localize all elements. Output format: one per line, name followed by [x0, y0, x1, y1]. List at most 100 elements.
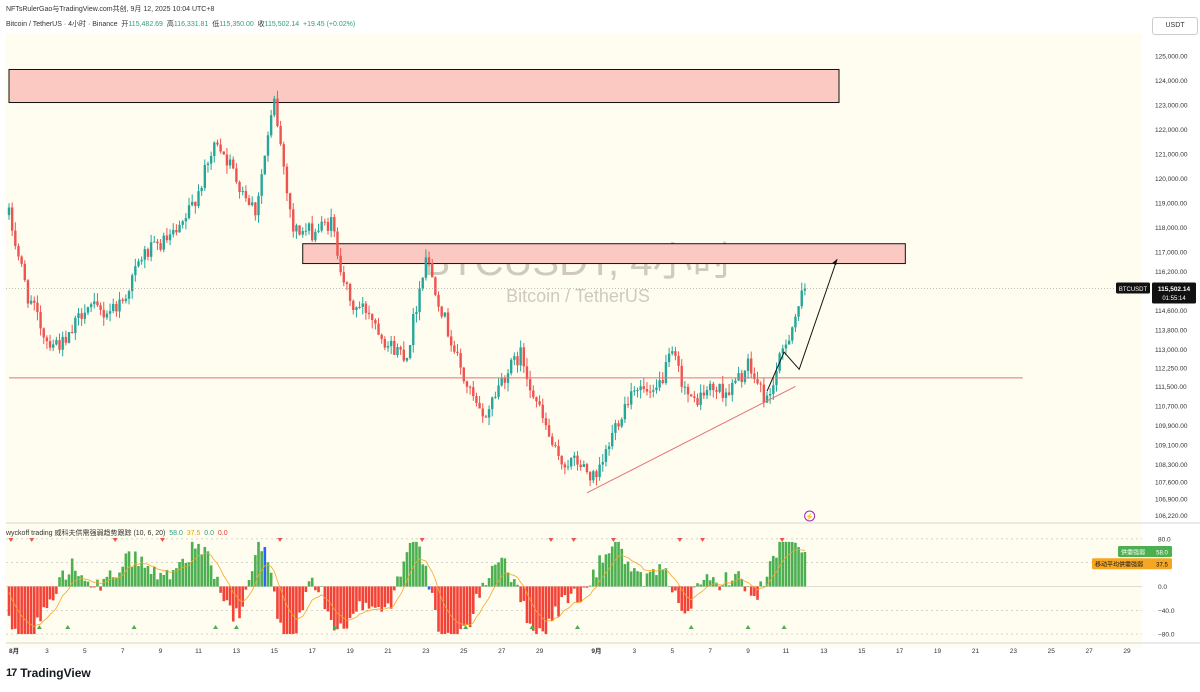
candle-body — [440, 306, 443, 317]
date-tick-label: 19 — [934, 648, 942, 655]
oscillator-bar — [718, 586, 721, 591]
date-tick-label: 7 — [121, 648, 125, 655]
oscillator-bar — [197, 543, 200, 587]
oscillator-bar — [500, 557, 503, 587]
price-tick-label: 123,000.00 — [1155, 102, 1188, 109]
oscillator-bar — [661, 569, 665, 587]
candle-body — [374, 319, 377, 324]
oscillator-bar — [61, 570, 64, 587]
oscillator-bar — [481, 582, 485, 587]
oscillator-bar — [377, 586, 380, 608]
candle-body — [235, 168, 238, 183]
buy-signal-marker — [36, 625, 42, 629]
candle-body — [304, 230, 308, 232]
indicator-value-1: 58.0 — [169, 530, 183, 537]
candle-body — [216, 142, 219, 145]
candle-body — [348, 284, 352, 301]
oscillator-bar — [402, 561, 406, 587]
oscillator-bar — [304, 586, 308, 592]
candle-body — [636, 390, 639, 392]
candle-body — [364, 303, 368, 313]
oscillator-bar — [260, 551, 263, 587]
oscillator-bar — [509, 582, 513, 587]
oscillator-bar — [386, 586, 390, 604]
oscillator-bar — [591, 569, 595, 587]
candle-body — [254, 202, 257, 216]
oscillator-bar — [333, 586, 336, 631]
candle-body — [576, 455, 579, 465]
oscillator-bar — [326, 586, 330, 612]
candle-body — [443, 312, 447, 317]
oscillator-bar — [209, 565, 213, 587]
candle-body — [266, 135, 270, 156]
oscillator-bar — [781, 541, 785, 587]
oscillator-bar — [453, 586, 456, 635]
symbol-title[interactable]: Bitcoin / TetherUS · 4小时 · Binance — [6, 21, 118, 28]
oscillator-bar — [389, 586, 393, 609]
oscillator-bar — [443, 586, 447, 635]
oscillator-bar — [42, 586, 46, 608]
candle-body — [89, 304, 93, 308]
candle-body — [52, 344, 55, 348]
buy-signal-marker — [745, 625, 751, 629]
oscillator-bar — [784, 541, 788, 587]
candle-body — [247, 198, 251, 206]
currency-selector[interactable]: USDT — [1152, 17, 1198, 35]
badge-moving-average — [1092, 558, 1172, 570]
candle-body — [750, 358, 753, 374]
candle-body — [14, 230, 17, 247]
oscillator-bar — [115, 577, 118, 587]
candle-body — [544, 418, 548, 426]
price-tick-label: 125,000.00 — [1155, 54, 1188, 61]
candle-body — [674, 351, 677, 356]
candle-body — [288, 193, 292, 210]
oscillator-bar — [674, 586, 677, 591]
candle-body — [33, 300, 36, 303]
candle-body — [598, 464, 601, 478]
oscillator-bar — [320, 586, 323, 587]
oscillator-bar — [156, 579, 159, 587]
oscillator-bar — [456, 586, 459, 635]
candle-body — [127, 291, 131, 299]
oscillator-bar — [80, 575, 83, 587]
candle-body — [228, 159, 232, 166]
oscillator-bar — [547, 586, 551, 619]
candle-body — [39, 312, 42, 329]
oscillator-bar — [254, 555, 257, 587]
candle-body — [453, 345, 456, 352]
candle-body — [737, 373, 740, 381]
sell-signal-marker — [8, 538, 14, 542]
candle-body — [276, 98, 279, 127]
oscillator-bar — [724, 572, 728, 587]
candle-body — [746, 358, 750, 371]
oscillator-bar — [307, 581, 311, 587]
tradingview-logo-icon: 17 — [6, 667, 17, 679]
oscillator-bar — [490, 565, 494, 587]
candle-body — [487, 409, 491, 418]
oscillator-bar — [149, 574, 153, 587]
candle-body — [560, 455, 563, 465]
oscillator-bar — [7, 586, 11, 616]
oscillator-bar — [329, 586, 333, 621]
candle-body — [566, 466, 570, 468]
last-price-label: 115,502.14 — [1158, 286, 1191, 293]
oscillator-bar — [787, 541, 791, 587]
oscillator-bar — [601, 562, 605, 587]
oscillator-bar — [677, 586, 680, 604]
oscillator-bar — [667, 586, 671, 587]
high-label: 高 — [166, 21, 174, 28]
candle-body — [626, 404, 630, 406]
candle-body — [547, 425, 551, 437]
candle-body — [617, 423, 620, 427]
oscillator-bar — [756, 586, 759, 600]
oscillator-bar — [276, 586, 279, 619]
candle-body — [377, 323, 380, 335]
oscillator-bar — [32, 586, 36, 635]
candle-body — [386, 346, 390, 348]
oscillator-bar — [471, 586, 475, 614]
oscillator-bar — [768, 561, 772, 587]
candle-body — [690, 394, 693, 397]
oscillator-bar — [124, 553, 128, 587]
indicator-legend[interactable]: wyckoff trading 威科夫供需强弱趋势跟踪 (10, 6, 20) … — [6, 528, 228, 538]
